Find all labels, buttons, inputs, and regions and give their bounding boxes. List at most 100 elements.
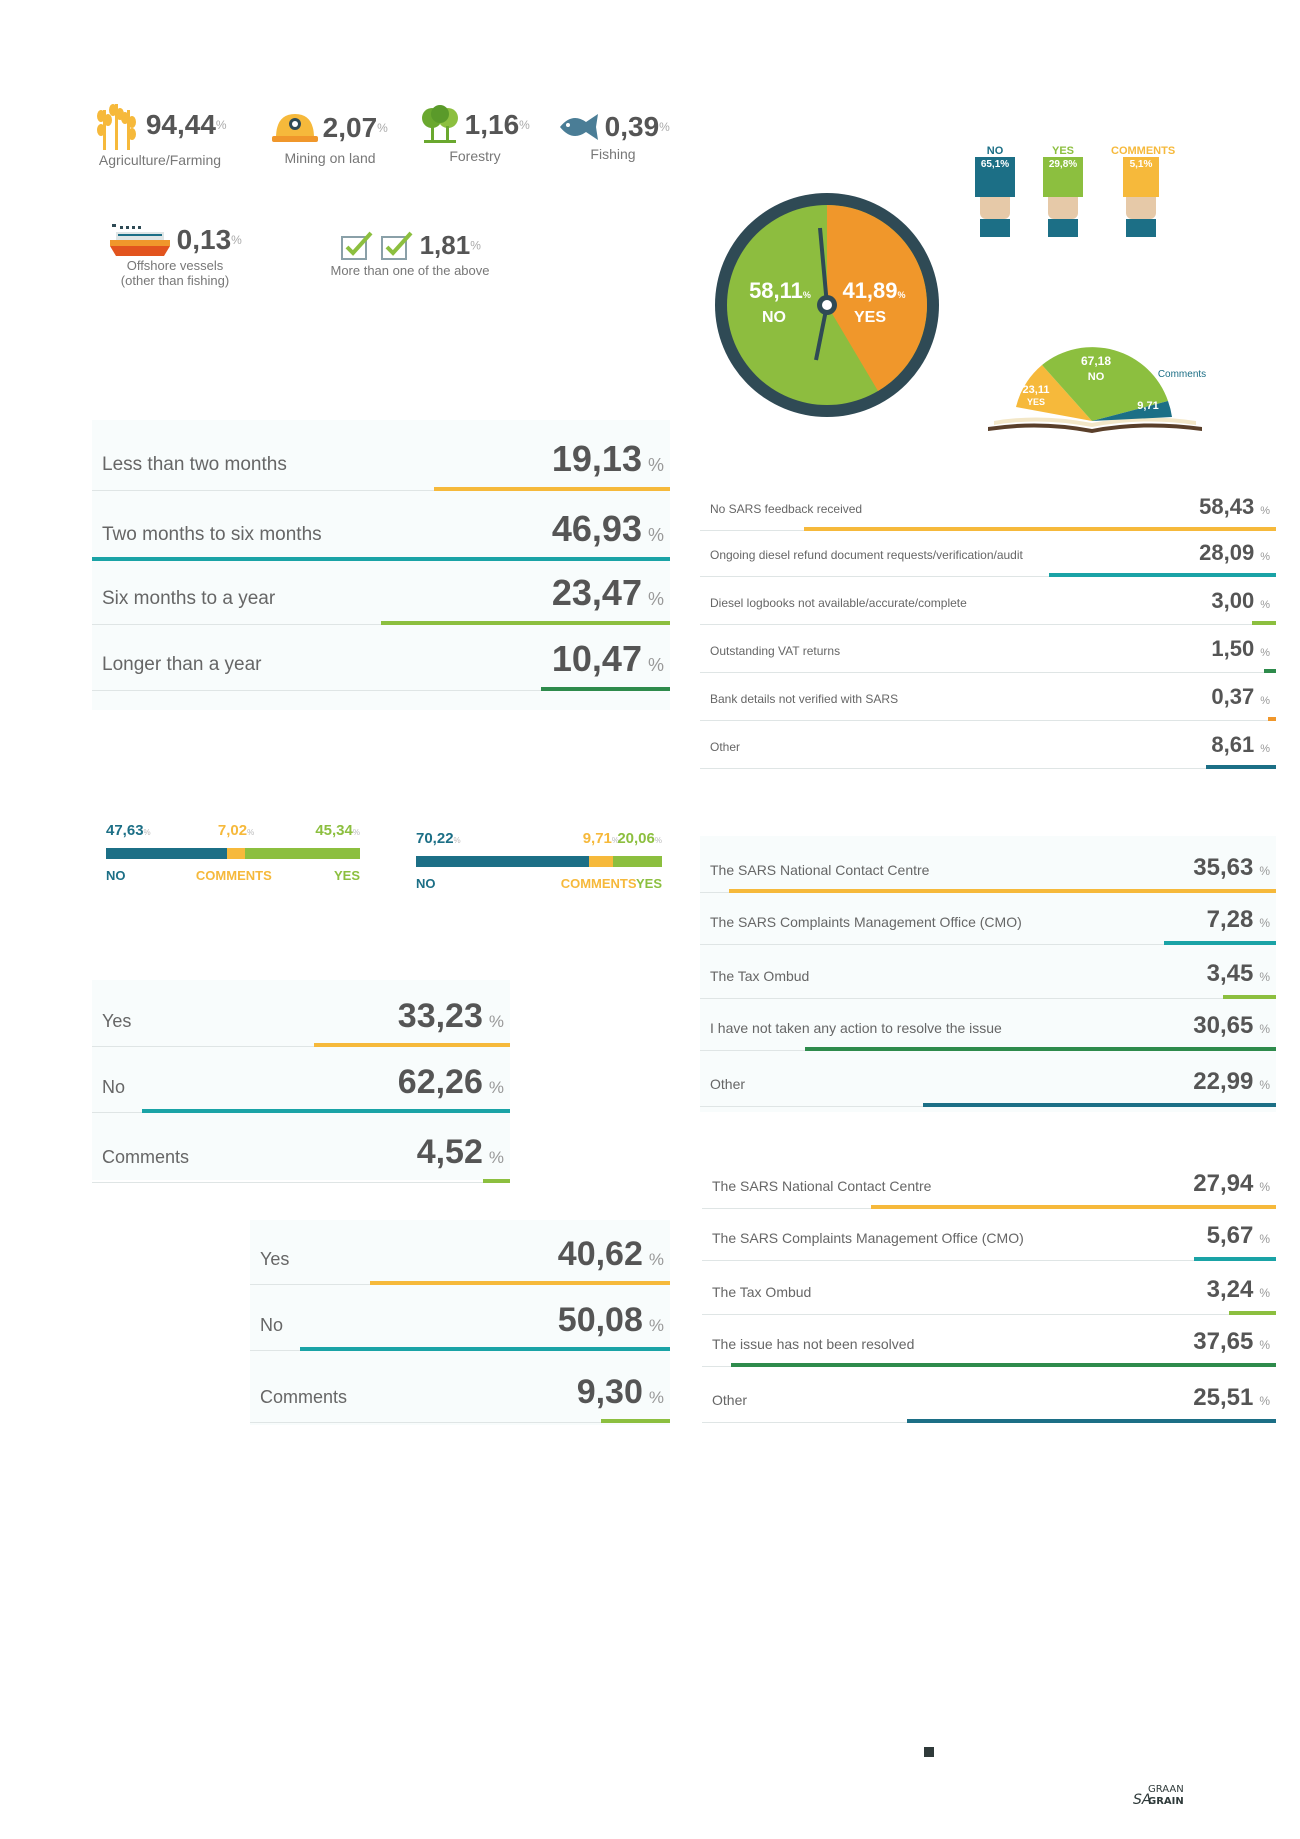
stack-category-label: NO <box>416 876 436 891</box>
book-chart: 67,18 NO 23,11 YES 9,71 Comments <box>988 347 1206 433</box>
stack-category-label: COMMENTS <box>195 868 272 883</box>
bar-mark <box>541 687 670 691</box>
sector-label: Mining on land <box>284 150 376 166</box>
svg-text:NO: NO <box>1088 371 1105 383</box>
sector-fishing: 0,39% Fishing <box>553 110 673 162</box>
gauge-yes-value: 41,89 <box>842 278 897 303</box>
bar-category-label: The SARS National Contact Centre <box>712 1178 932 1194</box>
stack-value-label: 7,02% <box>217 822 255 839</box>
svg-text:41,89%: 41,89% <box>842 278 905 303</box>
stacked-bar-2: 70,22% NO 9,71% COMMENTS 20,06% YES <box>416 830 662 896</box>
bar-row: Six months to a year 23,47% <box>92 560 670 625</box>
bar-value-label: 30,65% <box>1193 1012 1270 1039</box>
yes-no-gauge: 58,11% NO 41,89% YES <box>715 193 939 417</box>
bar-value-label: 37,65% <box>1193 1328 1270 1355</box>
bar-row: Less than two months 19,13% <box>92 428 670 491</box>
sector-label: Agriculture/Farming <box>98 152 222 168</box>
gauge-yes-slice <box>827 205 927 391</box>
bar-category-label: The SARS Complaints Management Office (C… <box>710 914 1022 930</box>
bar-category-label: Ongoing diesel refund document requests/… <box>710 548 1023 562</box>
resolved-panel: The SARS National Contact Centre 27,94% Th… <box>702 1150 1276 1423</box>
duration-panel: Less than two months 19,13% Two months to … <box>92 420 670 710</box>
bar-mark <box>1268 717 1276 721</box>
hands-vote: NO 65,1% YES 29,8% COMMENTS 5,1% <box>975 145 1195 255</box>
bar-category-label: Outstanding VAT returns <box>710 644 841 658</box>
bar-row: The Tax Ombud 3,24% <box>702 1260 1276 1315</box>
bar-category-label: The SARS Complaints Management Office (C… <box>712 1230 1024 1246</box>
bar-category-label: Less than two months <box>102 454 287 475</box>
sector-value: 1,16 <box>464 109 520 140</box>
sector-label: More than one of the above <box>330 263 490 278</box>
bar-category-label: Yes <box>102 1011 132 1031</box>
bar-value-label: 5,67% <box>1206 1222 1270 1249</box>
bar-row: Outstanding VAT returns 1,50% <box>700 624 1276 673</box>
svg-text:YES: YES <box>1027 397 1045 407</box>
bar-category-label: No SARS feedback received <box>710 502 863 516</box>
bar-value-label: 35,63% <box>1193 854 1270 881</box>
bar-mark <box>1263 669 1276 673</box>
bar-mark <box>1048 573 1276 577</box>
book-comments-slice <box>1092 401 1172 421</box>
bar-row: Bank details not verified with SARS 0,37% <box>700 672 1276 721</box>
page-marker <box>924 1747 934 1757</box>
stack-category-label: NO <box>106 868 126 883</box>
bar-value-label: 8,61% <box>1211 732 1270 757</box>
book-yes-slice <box>1016 365 1092 421</box>
svg-text:Comments: Comments <box>1158 369 1206 380</box>
stack-value-label: 47,63% <box>106 822 151 839</box>
bar-value-label: 62,26% <box>397 1063 504 1101</box>
bar-row: Longer than a year 10,47% <box>92 624 670 691</box>
bar-mark <box>142 1109 510 1113</box>
book-no-slice <box>1042 347 1168 421</box>
stack-value-label: 9,71% <box>582 830 620 847</box>
bar-mark <box>483 1179 510 1183</box>
sector-mining: 2,07% Mining on land <box>265 108 395 166</box>
sector-value: 94,44 <box>145 109 216 140</box>
bar-value-label: 46,93% <box>551 508 664 549</box>
tree-icon <box>422 105 459 143</box>
sector-value: 0,39 <box>604 111 660 142</box>
stack-segment <box>612 856 662 867</box>
bar-row: The SARS National Contact Centre 35,63% <box>700 842 1276 893</box>
sector-offshore: 0,13% Offshore vessels (other than fishi… <box>100 222 250 288</box>
bar-mark <box>370 1281 670 1285</box>
bar-value-label: 3,00% <box>1211 588 1270 613</box>
bar-mark <box>805 1047 1276 1051</box>
stack-value-label: 20,06% <box>617 830 662 847</box>
stack-value-label: 70,22% <box>416 830 461 847</box>
stack-category-label: COMMENTS <box>560 876 637 891</box>
stacked-bar-1: 47,63% NO 7,02% COMMENTS 45,34% YES <box>106 822 360 888</box>
bar-mark <box>730 1363 1276 1367</box>
checkbox-icon <box>341 231 413 260</box>
gauge-yes-label: YES <box>854 309 886 326</box>
bar-category-label: The Tax Ombud <box>712 1284 812 1300</box>
bar-row: No SARS feedback received 58,43% <box>700 484 1276 531</box>
bar-category-label: Other <box>710 740 741 754</box>
bar-row: Two months to six months 46,93% <box>92 490 670 561</box>
bar-value-label: 3,45% <box>1206 960 1270 987</box>
bar-value-label: 22,99% <box>1193 1068 1270 1095</box>
stack-segment <box>416 856 589 867</box>
bar-mark <box>1206 765 1276 769</box>
yesno-panel-1: Yes 33,23% No 62,26% Comments 4,52% <box>92 980 510 1183</box>
hardhat-icon <box>272 114 319 142</box>
bar-row: The SARS Complaints Management Office (C… <box>702 1208 1276 1261</box>
stack-segment <box>226 848 245 859</box>
bar-value-label: 3,24% <box>1206 1276 1270 1303</box>
bar-value-label: 40,62% <box>557 1235 664 1273</box>
bar-row: Comments 4,52% <box>92 1112 510 1183</box>
bar-category-label: No <box>260 1315 284 1335</box>
bar-category-label: Diesel logbooks not available/accurate/c… <box>710 596 967 610</box>
bar-mark <box>434 487 670 491</box>
bar-mark <box>1193 1257 1276 1261</box>
bar-row: I have not taken any action to resolve t… <box>700 998 1276 1051</box>
bar-row: Yes 40,62% <box>250 1226 670 1285</box>
bar-row: Comments 9,30% <box>250 1350 670 1423</box>
bar-row: The issue has not been resolved 37,65% <box>702 1314 1276 1367</box>
bar-category-label: Comments <box>260 1387 348 1407</box>
bar-mark <box>1223 995 1276 999</box>
yesno-panel-2: Yes 40,62% No 50,08% Comments 9,30% <box>250 1220 670 1425</box>
hand-comments: COMMENTS 5,1% <box>1111 145 1175 237</box>
bar-value-label: 33,23% <box>397 997 504 1035</box>
bar-category-label: The SARS National Contact Centre <box>710 862 930 878</box>
